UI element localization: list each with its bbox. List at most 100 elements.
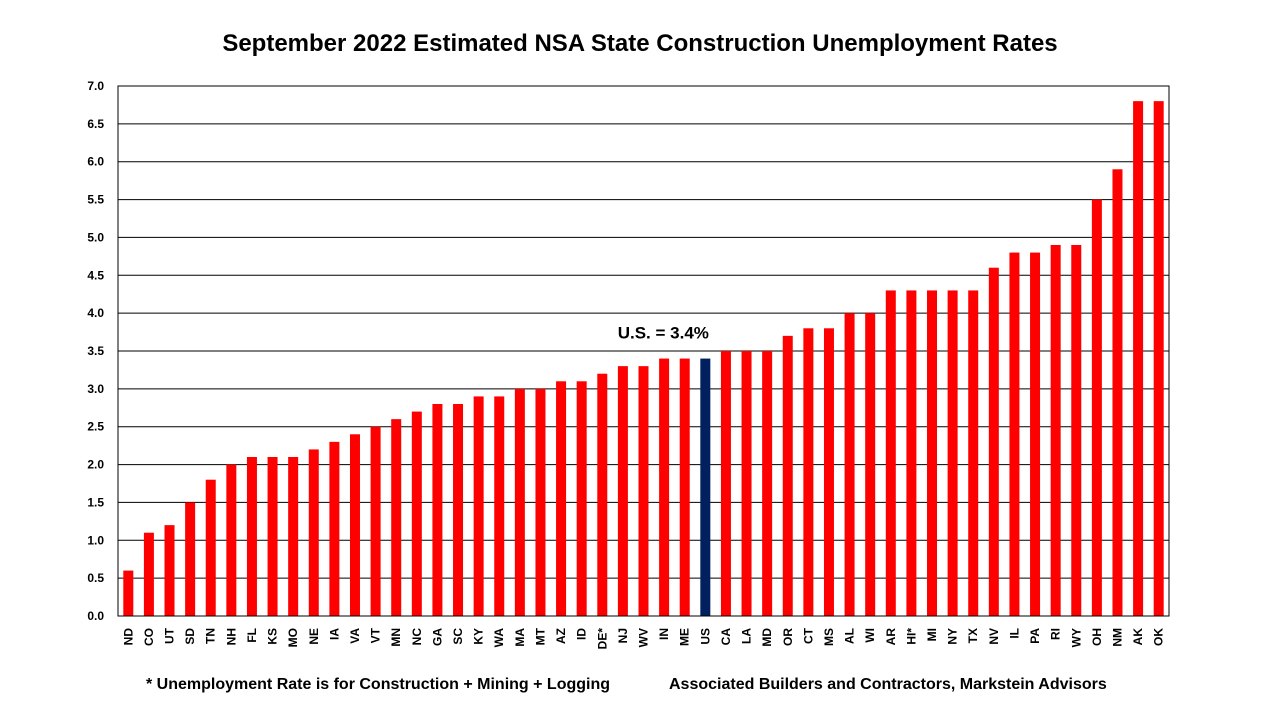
y-tick-label: 4.0 (87, 306, 104, 320)
y-axis-tick-labels: 0.0 0.5 1.0 1.5 2.0 2.5 3.0 3.5 4.0 4.5 5.0 5.5 6.0 6… (87, 79, 104, 623)
x-category-label: MT (533, 627, 547, 645)
x-category-label: ID (575, 628, 589, 640)
bars (123, 101, 1164, 617)
y-tick-label: 2.5 (87, 420, 104, 434)
bar-wv (638, 366, 649, 616)
bar-ca (720, 351, 731, 616)
x-category-label: MI (925, 628, 939, 641)
x-category-label: CO (142, 628, 156, 646)
bar-sc (453, 404, 464, 616)
bar-tx (968, 290, 979, 616)
y-tick-label: 0.5 (87, 571, 104, 585)
footnote-scope-note: * Unemployment Rate is for Construction … (146, 676, 611, 693)
bar-vt (370, 426, 381, 616)
x-category-label: UT (163, 627, 177, 644)
x-category-label: MA (513, 628, 527, 647)
bar-ky (473, 396, 484, 616)
bar-nh (226, 464, 237, 616)
x-category-label: OK (1152, 628, 1166, 646)
bar-mn (391, 419, 402, 616)
y-tick-label: 7.0 (87, 79, 104, 93)
bar-ok (1153, 101, 1164, 616)
x-axis-category-labels: ND CO UT SD TN NH FL KS MO NE IA VA VT MN NC GA SC KY WA MA… (121, 627, 1165, 649)
bar-nv (988, 267, 999, 616)
bar-ar (885, 290, 896, 616)
bar-wi (865, 313, 876, 616)
y-tick-label: 6.5 (87, 117, 104, 131)
x-category-label: OR (781, 628, 795, 646)
x-category-label: ND (121, 628, 135, 646)
bar-sd (185, 502, 196, 616)
bar-mt (535, 388, 546, 616)
bar-nc (411, 411, 422, 616)
x-category-label: AZ (554, 628, 568, 644)
bar-ma (514, 388, 525, 616)
x-category-label: WA (492, 628, 506, 648)
bar-ri (1050, 245, 1061, 616)
bar-mo (288, 457, 299, 616)
x-category-label: US (698, 628, 712, 645)
y-tick-label: 1.5 (87, 495, 104, 509)
x-category-label: MO (286, 628, 300, 647)
bar-id (576, 381, 587, 616)
x-category-label: IN (657, 628, 671, 640)
bar-nm (1112, 169, 1123, 617)
x-category-label: NE (307, 628, 321, 645)
bar-la (741, 351, 752, 616)
y-tick-label: 5.5 (87, 193, 104, 207)
x-category-label: IL (1007, 628, 1021, 639)
x-category-label: NY (946, 628, 960, 645)
x-category-label: TX (966, 628, 980, 643)
x-category-label: VA (348, 628, 362, 644)
y-tick-label: 2.0 (87, 458, 104, 472)
bar-ut (164, 525, 175, 616)
bar-wa (494, 396, 505, 616)
bar-or (782, 335, 793, 616)
plot-area-frame (117, 85, 1170, 617)
y-tick-label: 6.0 (87, 155, 104, 169)
x-category-label: IA (327, 628, 341, 640)
bar-ct (803, 328, 814, 616)
y-tick-label: 5.0 (87, 230, 104, 244)
footnote-source: Associated Builders and Contractors, Mar… (669, 676, 1107, 693)
x-category-label: LA (740, 628, 754, 644)
y-tick-label: 0.0 (87, 609, 104, 623)
x-category-label: NH (224, 628, 238, 645)
x-category-label: OH (1090, 628, 1104, 646)
bar-oh (1091, 199, 1102, 617)
x-category-label: FL (245, 628, 259, 643)
bar-va (349, 434, 360, 616)
x-category-label: NM (1110, 628, 1124, 647)
bar-de (597, 373, 608, 616)
x-category-label: VT (369, 627, 383, 643)
bar-hi (906, 290, 917, 616)
bar-nj (617, 366, 628, 616)
bar-ms (823, 328, 834, 616)
bar-al (844, 313, 855, 616)
bar-md (762, 351, 773, 616)
bar-nd (123, 570, 134, 616)
y-tick-label: 4.5 (87, 268, 104, 282)
bar-tn (205, 479, 216, 616)
y-tick-label: 3.0 (87, 382, 104, 396)
x-category-label: MS (822, 628, 836, 646)
x-category-label: AK (1131, 628, 1145, 646)
x-category-label: AR (884, 628, 898, 646)
bar-pa (1030, 252, 1041, 617)
x-category-label: ME (678, 628, 692, 646)
x-category-label: GA (430, 628, 444, 646)
bar-ak (1133, 101, 1144, 616)
x-category-label: PA (1028, 628, 1042, 644)
bar-il (1009, 252, 1020, 617)
x-category-label: SD (183, 628, 197, 645)
x-category-label: MN (389, 628, 403, 647)
bar-mi (927, 290, 938, 616)
x-category-label: KS (266, 628, 280, 645)
x-category-label: CA (719, 628, 733, 646)
chart-title: September 2022 Estimated NSA State Const… (222, 30, 1058, 57)
x-category-label: AL (843, 628, 857, 644)
bar-in (659, 358, 670, 616)
x-category-label: NJ (616, 628, 630, 643)
bar-wy (1071, 245, 1082, 616)
